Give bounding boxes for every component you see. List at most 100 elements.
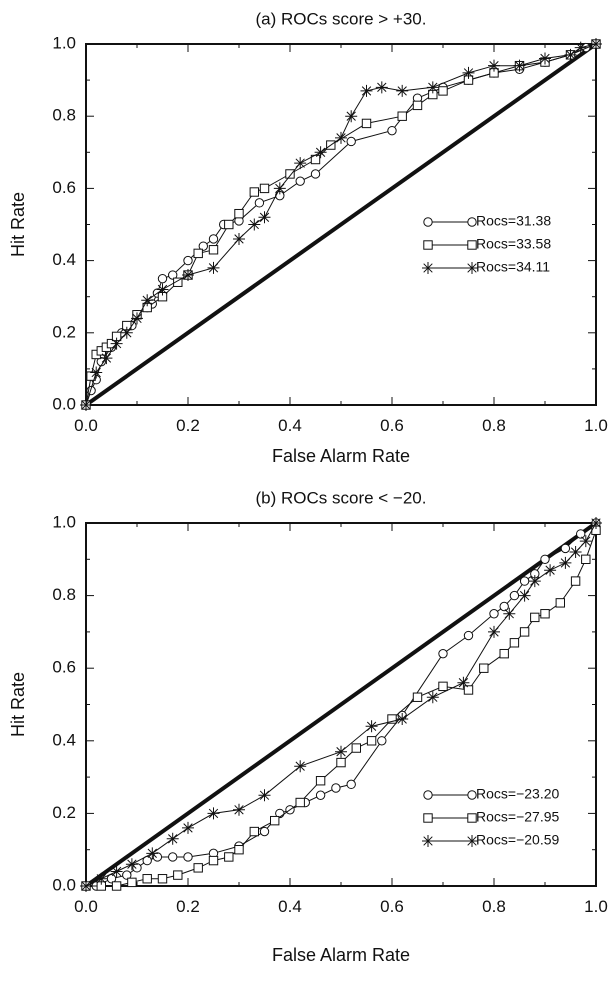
data-point xyxy=(259,826,270,837)
y-axis-label: Hit Rate xyxy=(8,192,28,257)
legend-marker xyxy=(466,262,478,274)
series-square xyxy=(81,525,601,891)
x-axis-label: False Alarm Rate xyxy=(272,446,410,466)
data-point xyxy=(457,676,470,689)
data-point xyxy=(438,681,448,692)
y-tick-label: 0.4 xyxy=(52,250,76,269)
data-point xyxy=(285,169,295,179)
diagonal-reference-line xyxy=(84,42,598,407)
data-point xyxy=(125,858,138,871)
x-axis-label: False Alarm Rate xyxy=(272,945,410,965)
data-point xyxy=(295,176,305,186)
data-point xyxy=(273,182,286,195)
data-point xyxy=(168,852,178,862)
data-point xyxy=(569,546,582,559)
series-asterisk xyxy=(80,517,602,892)
data-point xyxy=(488,625,500,638)
data-point xyxy=(259,183,270,194)
x-tick-label: 0.2 xyxy=(176,416,200,435)
data-point xyxy=(310,169,321,179)
data-point xyxy=(122,870,132,880)
chart-title: (a) ROCs score > +30. xyxy=(255,9,426,28)
y-tick-label: 0.2 xyxy=(52,803,76,822)
series-asterisk xyxy=(80,38,602,411)
legend-marker xyxy=(422,835,434,847)
data-point xyxy=(110,865,123,878)
y-tick-label: 0.6 xyxy=(52,658,76,677)
data-point xyxy=(499,648,509,659)
data-point xyxy=(90,366,103,379)
x-tick-label: 0.8 xyxy=(482,416,506,435)
data-point xyxy=(95,872,108,885)
data-point xyxy=(499,601,509,612)
data-point xyxy=(560,543,571,554)
data-point xyxy=(146,847,159,860)
legend-marker xyxy=(467,813,477,823)
data-point xyxy=(183,852,193,862)
data-point xyxy=(248,218,261,231)
data-point xyxy=(131,312,143,325)
data-point xyxy=(193,863,203,873)
data-point xyxy=(366,736,377,746)
data-point xyxy=(315,790,326,800)
data-point xyxy=(360,84,373,97)
diagonal-reference-line xyxy=(84,521,598,888)
legend-entry: Rocs=33.58 xyxy=(476,236,551,252)
roc-panel-b: (b) ROCs score < −20. 0.0 0.2 0.4 0.6 0.8 1.0 0… xyxy=(8,488,608,965)
data-point xyxy=(412,692,423,702)
data-point xyxy=(100,352,113,365)
data-point xyxy=(570,576,581,586)
data-point xyxy=(513,59,526,72)
data-point xyxy=(120,326,133,339)
data-point xyxy=(294,760,307,773)
data-point xyxy=(295,797,305,808)
data-point xyxy=(581,554,591,564)
legend-marker xyxy=(466,835,478,847)
x-tick-label: 0.6 xyxy=(380,897,404,916)
data-point xyxy=(182,269,194,282)
data-point xyxy=(80,399,92,411)
data-point xyxy=(479,663,489,673)
data-point xyxy=(249,187,260,197)
data-point xyxy=(426,691,439,704)
y-tick-label: 0.0 xyxy=(52,394,76,413)
x-tick-label: 1.0 xyxy=(584,416,608,435)
data-point xyxy=(396,713,409,726)
legend-marker xyxy=(423,240,433,250)
data-point xyxy=(438,648,448,659)
y-tick-label: 0.4 xyxy=(52,730,76,749)
data-point xyxy=(80,880,92,892)
data-point xyxy=(412,100,423,111)
data-point xyxy=(258,211,271,224)
legend-entry: Rocs=−23.20 xyxy=(476,786,559,802)
legend-marker xyxy=(423,790,433,800)
x-tick-label: 0.4 xyxy=(278,897,302,916)
data-point xyxy=(530,612,540,623)
data-point xyxy=(208,855,219,866)
y-axis-label: Hit Rate xyxy=(8,672,28,737)
data-point xyxy=(224,852,234,862)
data-point xyxy=(518,589,531,602)
chart-title: (b) ROCs score < −20. xyxy=(255,488,426,507)
data-point xyxy=(351,743,362,753)
data-point xyxy=(110,337,123,350)
data-point xyxy=(345,110,358,123)
data-point xyxy=(462,66,475,79)
x-tick-label: 1.0 xyxy=(584,897,608,916)
y-tick-label: 0.0 xyxy=(52,875,76,894)
data-point xyxy=(198,241,209,251)
data-point xyxy=(224,219,234,230)
data-point xyxy=(574,41,587,54)
x-tick-label: 0.0 xyxy=(74,897,98,916)
x-tick-label: 0.2 xyxy=(176,897,200,916)
data-point xyxy=(540,554,550,564)
data-point xyxy=(375,81,388,94)
data-point xyxy=(166,832,179,845)
data-point xyxy=(141,294,154,307)
legend-marker xyxy=(423,217,433,227)
data-point xyxy=(258,789,271,802)
data-point xyxy=(270,815,280,826)
data-point xyxy=(208,245,219,255)
data-point xyxy=(207,807,220,820)
data-point xyxy=(519,576,530,586)
